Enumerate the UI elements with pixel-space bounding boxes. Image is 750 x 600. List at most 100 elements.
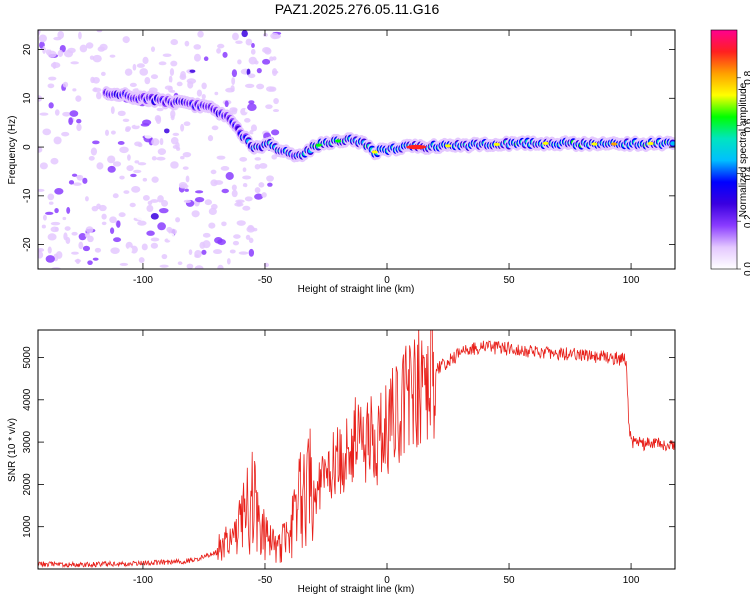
heatmap-cell — [247, 103, 257, 112]
heatmap-cell — [131, 185, 141, 193]
heatmap-cell — [231, 69, 238, 78]
heatmap-cell — [92, 257, 99, 261]
heatmap-cell — [175, 141, 180, 150]
heatmap-cell — [217, 43, 225, 49]
heatmap-cell — [124, 68, 133, 76]
heatmap-cell — [101, 233, 109, 240]
heatmap-cell — [110, 106, 115, 114]
heatmap-cell — [232, 240, 240, 246]
snr-frame — [37, 329, 676, 570]
heatmap-cell — [157, 195, 164, 203]
heatmap-cell — [125, 127, 131, 133]
heatmap-cell — [250, 124, 258, 132]
heatmap-cell — [189, 69, 196, 73]
heatmap-cell — [50, 221, 61, 226]
heatmap-cell — [167, 85, 173, 93]
heatmap-cell — [270, 32, 280, 40]
heatmap-cell — [88, 155, 95, 161]
heatmap-cell — [235, 40, 243, 44]
heatmap-cell — [262, 58, 271, 65]
heatmap-cell — [254, 187, 261, 194]
heatmap-cell — [47, 246, 52, 254]
heatmap-cell — [245, 234, 251, 240]
heatmap-cell — [144, 134, 153, 139]
heatmap-cell — [142, 56, 149, 65]
heatmap-cell — [44, 42, 54, 50]
heatmap-cell — [269, 86, 277, 92]
heatmap-cell — [647, 141, 654, 146]
heatmap-cell — [172, 132, 180, 136]
heatmap-cell — [231, 184, 237, 191]
heatmap-cell — [158, 61, 167, 66]
heatmap-cell — [54, 226, 59, 232]
heatmap-cell — [232, 32, 239, 41]
heatmap-cell — [47, 83, 55, 89]
heatmap-cell — [92, 140, 100, 145]
heatmap-cell — [225, 172, 234, 180]
heatmap-cell — [254, 157, 262, 161]
x-tick-label: -50 — [258, 275, 273, 286]
heatmap-cell — [38, 30, 41, 34]
heatmap-cell — [208, 222, 216, 229]
heatmap-cell — [591, 142, 598, 146]
heatmap-cell — [142, 177, 148, 182]
heatmap-cell — [164, 128, 170, 134]
y-tick-label: 10 — [22, 92, 33, 104]
heatmap-cell — [47, 193, 55, 201]
heatmap-cell — [213, 180, 224, 185]
spectrogram-y-ticks: -20 -10 0 10 20 — [22, 44, 675, 252]
heatmap-cell — [89, 55, 95, 60]
heatmap-cell — [258, 163, 268, 169]
heatmap-cell — [48, 201, 54, 205]
heatmap-cell — [136, 215, 145, 220]
heatmap-cell — [238, 251, 249, 255]
heatmap-cell — [271, 129, 280, 136]
heatmap-cell — [239, 157, 248, 162]
heatmap-cell — [138, 257, 145, 264]
heatmap-cell — [242, 175, 252, 180]
heatmap-cell — [113, 237, 122, 243]
heatmap-cell — [48, 102, 54, 109]
colorbar-gradient — [711, 30, 737, 269]
x-tick-label: -100 — [133, 275, 153, 286]
heatmap-cell — [210, 169, 217, 175]
x-tick-label: 100 — [623, 575, 640, 586]
heatmap-cell — [112, 161, 122, 167]
heatmap-cell — [82, 177, 88, 184]
spectrogram-frame — [37, 29, 676, 270]
heatmap-cell — [104, 129, 110, 136]
heatmap-cell — [229, 107, 238, 113]
heatmap-cell — [244, 83, 255, 88]
heatmap-cell — [118, 212, 126, 218]
y-tick-label: 4000 — [22, 388, 33, 411]
heatmap-cell — [157, 222, 166, 231]
heatmap-cell — [78, 233, 87, 241]
heatmap-cell — [231, 189, 238, 198]
heatmap-cell — [252, 131, 259, 135]
heatmap-cell — [150, 213, 159, 220]
heatmap-cell — [250, 48, 256, 55]
heatmap-cell — [242, 205, 251, 211]
heatmap-cell — [122, 36, 130, 44]
heatmap-cell — [90, 191, 100, 198]
heatmap-cell — [68, 117, 74, 126]
heatmap-cell — [57, 30, 65, 39]
heatmap-cell — [142, 195, 150, 201]
heatmap-cell — [119, 262, 129, 266]
heatmap-cell — [170, 60, 178, 67]
x-tick-label: -100 — [133, 575, 153, 586]
heatmap-cell — [610, 142, 617, 146]
heatmap-cell — [231, 77, 236, 85]
heatmap-cell — [38, 205, 47, 211]
heatmap-cell — [137, 142, 143, 148]
heatmap-cell — [263, 33, 268, 37]
heatmap-cell — [53, 36, 62, 41]
heatmap-cell — [101, 173, 108, 179]
heatmap-cell — [102, 142, 111, 146]
y-tick-label: -10 — [22, 188, 33, 203]
heatmap-cell — [78, 31, 82, 40]
heatmap-cell — [371, 150, 378, 154]
heatmap-cell — [82, 245, 91, 252]
heatmap-cell — [245, 38, 253, 46]
